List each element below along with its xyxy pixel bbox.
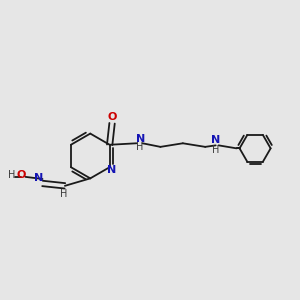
Text: N: N — [136, 134, 145, 144]
Text: N: N — [211, 135, 220, 145]
Text: H: H — [212, 145, 219, 154]
Text: H: H — [8, 170, 15, 180]
Text: O: O — [17, 170, 26, 180]
Text: O: O — [107, 112, 117, 122]
Text: H: H — [60, 189, 67, 199]
Text: N: N — [34, 173, 44, 183]
Text: H: H — [136, 142, 144, 152]
Text: N: N — [106, 165, 116, 175]
